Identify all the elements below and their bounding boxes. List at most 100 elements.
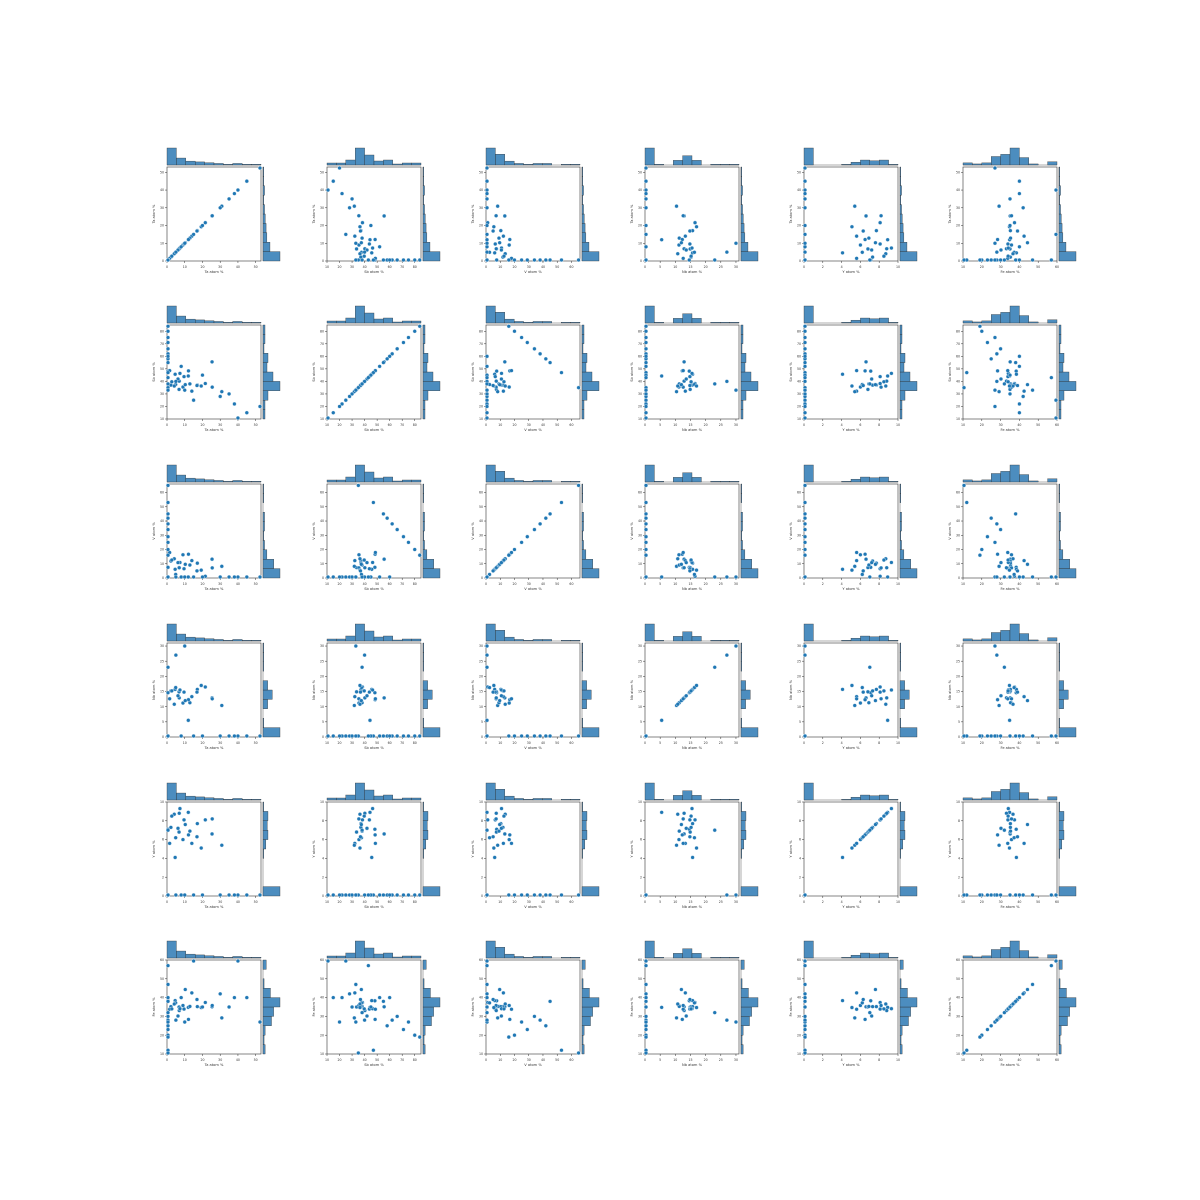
x-tick-label-r5-c0: 50 — [254, 1058, 258, 1062]
scatter-point-r1-c5-28 — [998, 346, 1003, 351]
scatter-point-r4-c5-42 — [1007, 892, 1013, 898]
scatter-point-r0-c4-8 — [870, 255, 875, 260]
axes-frame-r4-c3 — [644, 801, 740, 897]
scatter-point-r1-c0-47 — [182, 388, 187, 393]
top-hist-bar-r3-c1-3 — [355, 623, 365, 642]
scatter-point-r0-c1-29 — [417, 257, 422, 263]
top-hist-bar-r3-c3-0 — [644, 623, 655, 642]
scatter-point-r3-c3-17 — [675, 702, 680, 707]
y-tick-label-r1-c5: 70 — [956, 342, 960, 346]
top-hist-bar-r1-c1-3 — [355, 305, 365, 324]
x-axis-label-sb-atom: Sb atom % — [364, 905, 384, 909]
top-hist-bar-r1-c0-6 — [223, 322, 233, 324]
scatter-point-r1-c5-44 — [1049, 375, 1054, 380]
x-tick-label-r1-c2: 60 — [569, 423, 573, 427]
top-hist-bar-r2-c3-4 — [682, 472, 693, 483]
scatter-point-r1-c2-32 — [538, 351, 543, 356]
top-hist-bar-r4-c5-3 — [991, 791, 1001, 801]
x-tick-label-r4-c0: 20 — [200, 900, 204, 904]
y-tick-label-r1-c0: 50 — [160, 367, 164, 371]
scatter-point-r0-c4-19 — [889, 245, 894, 251]
scatter-point-r5-c0-15 — [210, 1003, 215, 1008]
scatter-point-r1-c2-19 — [499, 371, 504, 376]
scatter-point-r4-c0-40 — [200, 892, 205, 898]
right-hist-bar-r0-c4-9 — [899, 166, 901, 177]
x-tick-label-r5-c4: 10 — [896, 1058, 900, 1062]
top-hist-bar-r4-c2-5 — [532, 798, 543, 801]
scatter-point-r0-c5-33 — [992, 257, 998, 263]
x-tick-label-r5-c5: 30 — [999, 1058, 1003, 1062]
scatter-point-r1-c3-3 — [683, 389, 688, 394]
scatter-point-r3-c1-49 — [360, 665, 365, 670]
top-hist-bar-r0-c0-3 — [195, 161, 205, 166]
x-tick-label-r4-c3: 30 — [734, 900, 738, 904]
scatter-point-r4-c2-1 — [485, 817, 490, 822]
scatter-point-r3-c1-16 — [359, 698, 364, 703]
top-hist-bar-r5-c3-5 — [691, 953, 702, 959]
top-hist-bar-r3-c5-2 — [981, 638, 992, 642]
scatter-point-r2-c4-16 — [873, 562, 878, 567]
scatter-point-r3-c2-32 — [538, 733, 543, 739]
scatter-point-r0-c2-27 — [525, 257, 530, 263]
x-tick-label-r0-c3: 15 — [688, 265, 692, 269]
y-tick-label-r3-c3: 5 — [640, 720, 642, 724]
top-hist-bar-r4-c1-3 — [355, 782, 365, 801]
x-tick-label-r5-c3: 15 — [688, 1058, 692, 1062]
scatter-point-r1-c3-23 — [689, 379, 694, 384]
top-hist-bar-r3-c1-5 — [373, 636, 384, 642]
x-tick-label-r2-c1: 50 — [375, 582, 379, 586]
scatter-point-r0-c2-28 — [532, 257, 537, 263]
scatter-point-r3-c0-19 — [177, 687, 183, 693]
scatter-point-r3-c1-47 — [353, 643, 358, 649]
top-hist-bar-r3-c1-7 — [392, 639, 403, 642]
x-tick-label-r1-c0: 20 — [200, 423, 204, 427]
x-tick-label-r1-c5: 10 — [961, 423, 965, 427]
x-tick-label-r5-c3: 20 — [704, 1058, 708, 1062]
x-axis-label-v-atom: V atom % — [524, 428, 542, 432]
scatter-point-r0-c3-21 — [681, 256, 686, 261]
top-hist-bar-r2-c1-6 — [383, 476, 393, 483]
right-hist-bar-r5-c5-6 — [1058, 988, 1067, 998]
top-hist-bar-r4-c5-5 — [1009, 782, 1020, 801]
y-tick-label-r1-c4: 50 — [797, 367, 801, 371]
x-axis-label-v-atom: V atom % — [524, 905, 542, 909]
scatter-point-r4-c2-30 — [559, 892, 564, 898]
scatter-point-r5-c4-17 — [883, 1001, 888, 1007]
scatter-point-r4-c1-34 — [381, 892, 386, 898]
right-hist-bar-r2-c2-2 — [581, 549, 587, 560]
top-hist-bar-r4-c5-4 — [1000, 789, 1011, 801]
scatter-point-r1-c2-29 — [506, 324, 511, 329]
scatter-point-r3-c4-10 — [866, 700, 871, 705]
top-hist-bar-r3-c1-2 — [345, 635, 356, 642]
scatter-point-r1-c3-21 — [681, 368, 686, 373]
scatter-point-r1-c2-26 — [512, 329, 517, 334]
x-tick-label-r0-c3: 30 — [734, 265, 738, 269]
y-tick-label-r2-c0: 30 — [160, 533, 164, 537]
scatter-point-r4-c2-26 — [512, 892, 517, 898]
scatter-point-r3-c0-22 — [194, 690, 200, 695]
scatter-point-r5-c2-45 — [484, 995, 490, 1000]
scatter-point-r4-c3-24 — [684, 826, 689, 831]
right-hist-bar-r4-c5-6 — [1058, 830, 1065, 840]
scatter-point-r5-c0-36 — [235, 958, 241, 964]
scatter-point-r0-c2-9 — [495, 204, 500, 209]
y-tick-label-r1-c1: 30 — [320, 392, 324, 396]
scatter-point-r3-c0-37 — [218, 733, 223, 739]
right-hist-bar-r4-c2-4 — [581, 848, 583, 859]
x-axis-label-nb-atom: Nb atom % — [682, 1063, 703, 1067]
x-axis-label-sb-atom: Sb atom % — [364, 587, 384, 591]
top-hist-bar-r2-c2-4 — [523, 481, 534, 483]
scatter-point-r3-c4-12 — [878, 690, 883, 695]
right-hist-bar-r5-c1-6 — [422, 988, 431, 998]
right-hist-bar-r2-c4-1 — [899, 559, 911, 569]
top-hist-bar-r0-c0-8 — [242, 164, 252, 166]
right-hist-bar-r5-c0-0 — [262, 1044, 266, 1055]
top-hist-bar-r5-c1-4 — [364, 947, 375, 959]
y-tick-label-r5-c1: 30 — [320, 1015, 324, 1019]
top-hist-bar-r5-c4-6 — [860, 952, 870, 959]
top-hist-bar-r2-c2-9 — [570, 481, 581, 483]
x-tick-label-r0-c2: 40 — [541, 265, 545, 269]
scatter-point-r0-c2-34 — [548, 257, 553, 263]
scatter-point-r4-c1-5 — [369, 855, 374, 860]
